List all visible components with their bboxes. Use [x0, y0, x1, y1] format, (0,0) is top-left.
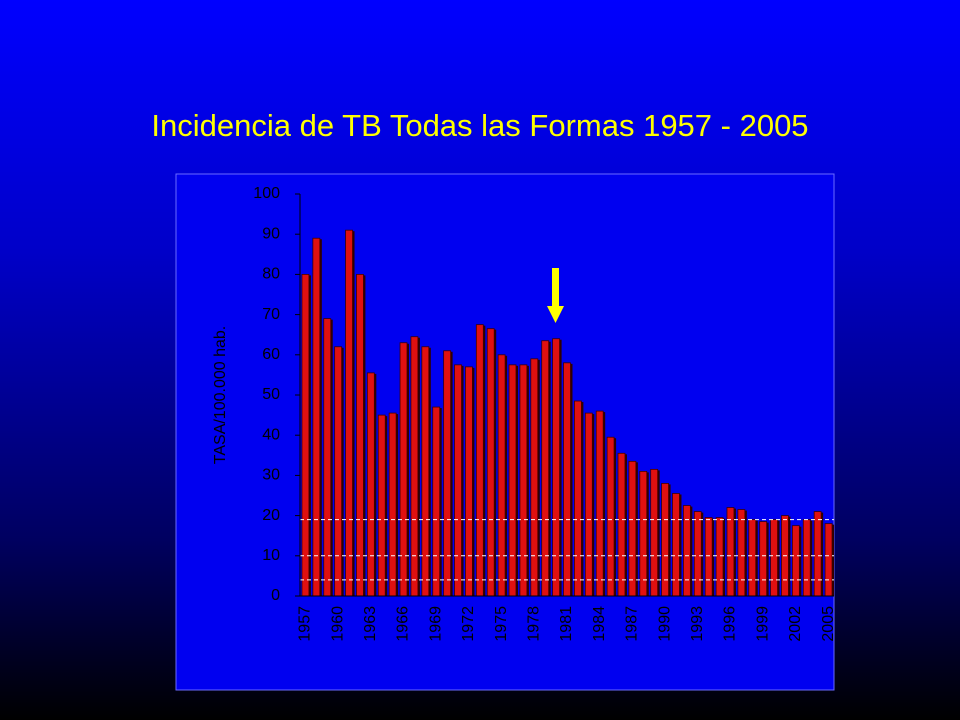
x-tick-label: 1957 — [297, 606, 314, 642]
bar — [345, 229, 353, 597]
bar — [530, 358, 539, 597]
x-tick-label: 1966 — [395, 606, 412, 642]
bar — [650, 468, 659, 597]
bar — [497, 354, 506, 597]
x-tick-label: 2002 — [787, 606, 804, 642]
y-tick-label: 30 — [262, 467, 280, 484]
bar — [454, 364, 462, 597]
x-tick-label: 1999 — [754, 606, 771, 642]
bar — [693, 511, 702, 597]
bar — [475, 324, 484, 597]
bar — [661, 483, 669, 597]
x-tick-label: 1978 — [526, 606, 543, 642]
bar — [574, 400, 582, 597]
y-tick-label: 90 — [262, 225, 280, 242]
y-tick-label: 20 — [262, 507, 280, 524]
bar — [639, 470, 648, 597]
bar — [508, 364, 517, 597]
x-tick-label: 1987 — [624, 606, 641, 642]
bar — [617, 452, 626, 597]
bar — [682, 505, 691, 597]
y-tick-label: 80 — [262, 266, 280, 283]
x-tick-label: 1990 — [656, 606, 673, 642]
bar — [410, 336, 419, 597]
bar — [737, 509, 746, 597]
bar — [748, 519, 757, 597]
y-tick-label: 40 — [262, 426, 280, 443]
x-tick-label: 1960 — [329, 606, 346, 642]
bar — [377, 414, 386, 597]
x-tick-label: 2005 — [820, 606, 837, 642]
bar — [465, 366, 473, 597]
bar — [726, 507, 735, 597]
bar — [366, 372, 375, 597]
y-tick-label: 70 — [262, 306, 280, 323]
bar — [519, 364, 528, 597]
bar — [813, 511, 822, 597]
x-tick-label: 1993 — [689, 606, 706, 642]
arrow-shaft — [552, 268, 559, 308]
bar — [399, 342, 408, 597]
bar — [421, 346, 430, 597]
bar — [802, 519, 811, 597]
bar — [770, 519, 778, 597]
bar — [541, 340, 550, 597]
x-tick-label: 1963 — [362, 606, 379, 642]
chart-title: Incidencia de TB Todas las Formas 1957 -… — [151, 108, 808, 143]
bar — [334, 346, 343, 597]
bar — [595, 410, 604, 597]
bar — [432, 406, 441, 597]
y-axis-label: TASA/100.000 hab. — [212, 326, 229, 464]
bar — [791, 525, 800, 597]
y-tick-label: 50 — [262, 386, 280, 403]
bar — [388, 412, 397, 597]
plot-area: 0 10 20 30 40 50 60 70 80 90 100 1957 1960 1963 1966 19… — [253, 185, 836, 641]
x-tick-label: 1975 — [493, 606, 510, 642]
bar — [704, 517, 713, 597]
bar — [443, 350, 452, 597]
bar — [312, 237, 321, 597]
y-tick-label: 10 — [262, 547, 280, 564]
bar — [323, 318, 332, 597]
bar — [356, 273, 364, 597]
x-tick-label: 1984 — [591, 606, 608, 642]
y-tick-label: 100 — [253, 185, 280, 202]
bar — [672, 493, 680, 597]
arrow — [547, 268, 564, 323]
bar — [552, 338, 560, 597]
bar — [628, 460, 637, 597]
bar — [301, 273, 310, 597]
x-tick-label: 1996 — [722, 606, 739, 642]
bar — [715, 517, 724, 597]
bar — [584, 412, 593, 597]
bar — [606, 436, 615, 597]
bar — [824, 523, 833, 597]
x-tick-label: 1969 — [427, 606, 444, 642]
bar — [563, 362, 571, 597]
y-tick-label: 60 — [262, 346, 280, 363]
arrow-head — [547, 306, 564, 323]
y-tick-label: 0 — [271, 587, 280, 604]
x-tick-label: 1972 — [460, 606, 477, 642]
x-tick-label: 1981 — [558, 606, 575, 642]
bar — [759, 521, 768, 597]
